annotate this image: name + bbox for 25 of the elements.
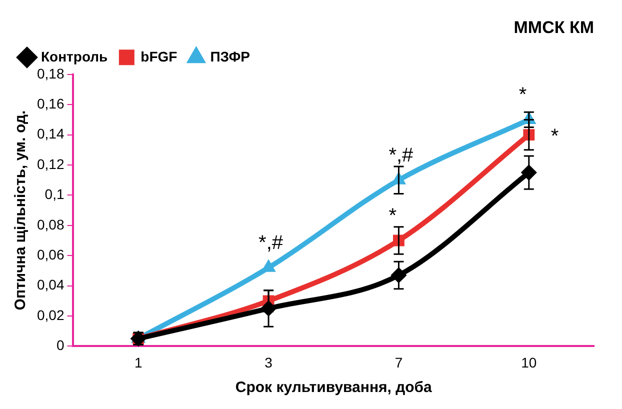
x-tick-label: 3: [264, 354, 273, 370]
legend-label: ПЗФР: [210, 48, 250, 64]
y-tick-label: 0,18: [37, 65, 64, 82]
annotation: *,#: [388, 144, 414, 167]
y-tick-label: 0,16: [37, 95, 64, 112]
annotation: *: [518, 84, 527, 106]
x-tick-label: 7: [394, 354, 403, 370]
x-tick-label: 10: [521, 354, 537, 370]
y-tick-label: 0,1: [44, 186, 64, 202]
y-tick-label: 0,02: [37, 306, 64, 323]
legend-label: bFGF: [140, 48, 178, 64]
annotation: *: [388, 205, 397, 228]
y-tick-label: 0,06: [37, 246, 64, 262]
x-tick-label: 1: [134, 354, 142, 370]
y-tick-label: 0,12: [37, 156, 64, 172]
legend-label: Контроль: [41, 48, 108, 64]
annotation: *: [550, 125, 559, 148]
chart-title: ММСК КМ: [514, 18, 594, 37]
y-tick-label: 0,08: [37, 216, 64, 232]
x-axis-title: Срок культивування, доба: [235, 379, 433, 396]
y-tick-label: 0,04: [37, 276, 64, 293]
annotation: *,#: [258, 232, 284, 254]
y-tick-label: 0,14: [37, 126, 64, 142]
y-tick-label: 0: [56, 337, 64, 354]
y-axis-title: Оптична щільність, ум. од.: [12, 110, 30, 310]
